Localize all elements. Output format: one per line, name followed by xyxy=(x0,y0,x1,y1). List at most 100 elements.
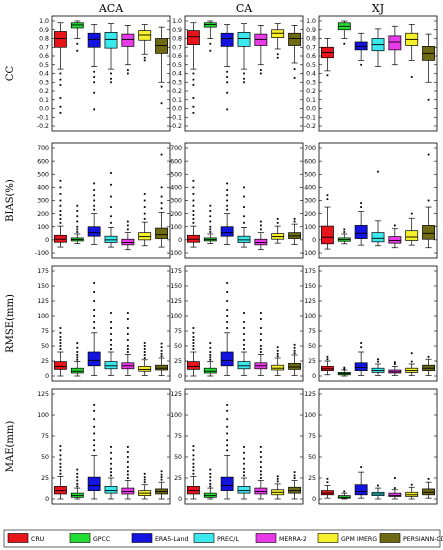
iqr-box xyxy=(388,35,402,51)
iqr-box xyxy=(87,476,101,491)
outlier-point xyxy=(59,204,62,207)
outlier-point xyxy=(110,343,112,346)
iqr-box xyxy=(354,362,368,371)
outlier-point xyxy=(259,348,262,350)
outlier-point xyxy=(192,331,195,334)
outlier-point xyxy=(126,312,129,314)
outlier-point xyxy=(76,231,79,233)
outlier-point xyxy=(59,348,62,350)
outlier-point xyxy=(110,333,112,335)
box-ERA5-Land-XJ-row-2 xyxy=(354,342,368,376)
outlier-point xyxy=(377,360,379,363)
y-tick-label: 0.4 xyxy=(306,71,316,78)
iqr-box xyxy=(87,32,101,48)
outlier-point xyxy=(259,470,262,473)
y-tick-label: 700 xyxy=(304,145,316,152)
outlier-point xyxy=(93,321,96,323)
outlier-point xyxy=(93,291,96,293)
outlier-point xyxy=(110,457,112,460)
outlier-point xyxy=(160,355,163,358)
iqr-box xyxy=(254,238,268,246)
y-tick-label: -0.1 xyxy=(304,114,316,121)
y-tick-label: 0.2 xyxy=(39,88,49,95)
outlier-point xyxy=(192,342,195,344)
iqr-box xyxy=(70,367,84,374)
outlier-point xyxy=(226,291,229,293)
outlier-point xyxy=(226,76,229,78)
outlier-point xyxy=(326,194,329,197)
y-tick-label: 75 xyxy=(174,328,182,335)
box-GPM IMERG-XJ-row-2 xyxy=(405,352,419,376)
outlier-point xyxy=(126,345,129,347)
outlier-point xyxy=(226,432,229,435)
y-tick-label: 300 xyxy=(170,198,182,205)
outlier-point xyxy=(377,484,379,487)
outlier-point xyxy=(427,98,430,101)
outlier-point xyxy=(93,282,96,284)
outlier-point xyxy=(110,77,112,80)
outlier-point xyxy=(393,361,396,364)
y-tick-label: 0.1 xyxy=(172,97,182,104)
outlier-point xyxy=(126,224,129,227)
outlier-point xyxy=(126,333,129,335)
outlier-point xyxy=(76,482,79,485)
y-tick-label: -0.2 xyxy=(37,123,49,130)
outlier-point xyxy=(192,72,195,75)
y-tick-label: 0 xyxy=(312,373,316,380)
box-PREC/L-ACA-row-1 xyxy=(104,172,118,248)
outlier-point xyxy=(59,345,62,347)
outlier-point xyxy=(110,451,112,454)
outlier-point xyxy=(110,206,112,208)
y-tick-label: 0.6 xyxy=(306,53,316,60)
outlier-point xyxy=(209,215,212,218)
outlier-point xyxy=(59,111,62,114)
outlier-point xyxy=(160,195,163,198)
panel-ACA-row-1: -100 0 100 200 300 400 500 600 700 xyxy=(35,142,171,259)
y-tick-label: 25 xyxy=(41,358,49,365)
outlier-point xyxy=(393,477,396,479)
outlier-point xyxy=(192,83,195,86)
y-tick-label: 0.5 xyxy=(172,62,182,69)
box-GPCC-CA-row-3 xyxy=(203,468,217,500)
y-tick-label: 100 xyxy=(37,412,49,419)
outlier-point xyxy=(259,351,262,353)
y-tick-label: 100 xyxy=(170,313,182,320)
outlier-point xyxy=(226,321,229,323)
outlier-point xyxy=(192,214,195,216)
outlier-point xyxy=(360,346,363,349)
box-GPM IMERG-XJ-row-0 xyxy=(405,24,419,78)
panel-CA-row-0: -0.2 -0.10.0 0.1 0.2 0.30.4 0.5 0.6 0.70.8 0.9 1.… xyxy=(170,15,304,132)
y-tick-label: 0 xyxy=(45,496,49,503)
outlier-point xyxy=(243,72,245,75)
y-tick-label: 100 xyxy=(304,412,316,419)
outlier-point xyxy=(209,49,212,52)
outlier-point xyxy=(59,458,62,461)
outlier-point xyxy=(59,449,62,452)
outlier-point xyxy=(243,327,245,329)
y-tick-label: 25 xyxy=(41,475,49,482)
outlier-point xyxy=(293,76,296,79)
outlier-point xyxy=(226,439,229,442)
iqr-box xyxy=(121,238,135,246)
box-MERRA-2-XJ-row-2 xyxy=(388,361,402,376)
outlier-point xyxy=(259,451,262,453)
iqr-box xyxy=(54,31,67,48)
iqr-box xyxy=(371,232,385,243)
outlier-point xyxy=(226,108,229,111)
outlier-point xyxy=(259,339,262,341)
box-GPCC-CA-row-1 xyxy=(203,204,217,244)
iqr-box xyxy=(321,225,334,245)
y-tick-label: -100 xyxy=(35,250,49,257)
outlier-point xyxy=(93,418,96,421)
box-CRU-XJ-row-3 xyxy=(321,477,334,499)
outlier-point xyxy=(326,477,329,480)
outlier-point xyxy=(226,300,229,302)
outlier-point xyxy=(259,312,262,314)
y-tick-label: 75 xyxy=(308,433,316,440)
outlier-point xyxy=(76,479,79,482)
y-tick-label: 0.3 xyxy=(306,79,316,86)
outlier-point xyxy=(243,446,245,448)
y-tick-label: 175 xyxy=(170,268,182,275)
outlier-point xyxy=(126,351,129,353)
y-tick-label: 100 xyxy=(37,313,49,320)
